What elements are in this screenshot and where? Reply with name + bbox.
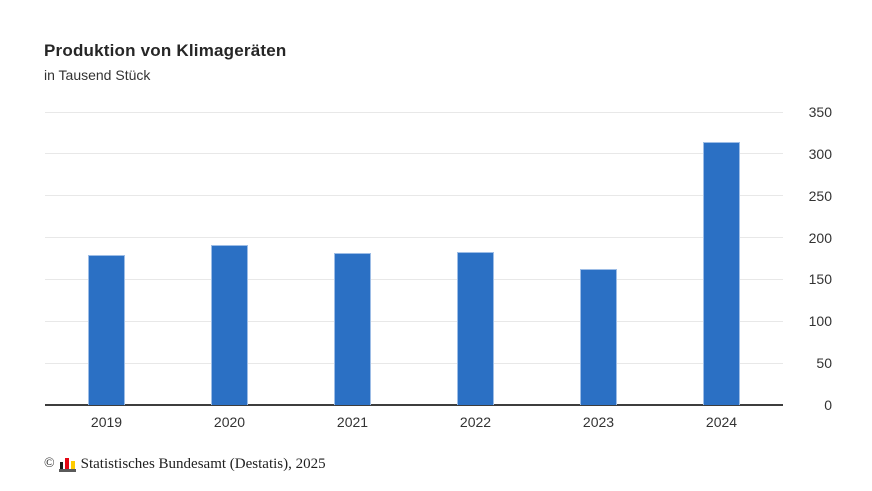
x-tick-label-2020: 2020 — [213, 414, 246, 430]
gridline-350 — [45, 111, 783, 113]
y-tick-label-200: 200 — [808, 229, 832, 246]
plot-area — [45, 111, 783, 406]
gridline-300 — [45, 153, 783, 155]
gridline-50 — [45, 362, 783, 364]
bar-2021[interactable] — [334, 252, 371, 405]
y-tick-label-250: 250 — [808, 187, 832, 204]
gridline-250 — [45, 195, 783, 197]
chart-title: Produktion von Klimageräten — [44, 41, 287, 60]
source-text: Statistisches Bundesamt (Destatis), 2025 — [80, 455, 326, 472]
x-tick-label-2019: 2019 — [90, 414, 123, 430]
bar-2020[interactable] — [211, 245, 248, 405]
bar-2019[interactable] — [88, 255, 125, 405]
y-tick-label-150: 150 — [808, 271, 832, 288]
chart-subtitle: in Tausend Stück — [44, 67, 151, 83]
y-tick-label-300: 300 — [808, 145, 832, 162]
logo-bar-yellow — [70, 460, 75, 469]
gridline-150 — [45, 278, 783, 280]
y-axis-labels: 0 50 100 150 200 250 300 350 — [792, 104, 832, 413]
y-tick-label-350: 350 — [808, 104, 832, 120]
gridline-100 — [45, 320, 783, 322]
x-tick-label-2023: 2023 — [582, 414, 615, 430]
destatis-logo-icon — [58, 457, 76, 472]
logo-bar-red — [64, 457, 69, 469]
x-tick-label-2021: 2021 — [336, 414, 369, 430]
logo-bar-black — [59, 461, 63, 469]
gridline-200 — [45, 237, 783, 239]
x-tick-label-2024: 2024 — [705, 414, 738, 430]
x-tick-label-2022: 2022 — [459, 414, 492, 430]
logo-baseline — [58, 469, 76, 472]
x-axis-labels: 2019 2020 2021 2022 2023 2024 — [45, 414, 783, 434]
bar-2024[interactable] — [703, 142, 740, 405]
x-axis-line — [45, 404, 783, 406]
copyright-symbol: © — [44, 456, 55, 471]
y-tick-label-50: 50 — [816, 355, 832, 372]
bar-2023[interactable] — [580, 268, 617, 405]
bar-2022[interactable] — [457, 251, 494, 405]
source-footer: © Statistisches Bundesamt (Destatis), 20… — [44, 454, 326, 474]
y-tick-label-100: 100 — [808, 313, 832, 330]
y-tick-label-0: 0 — [824, 397, 832, 413]
